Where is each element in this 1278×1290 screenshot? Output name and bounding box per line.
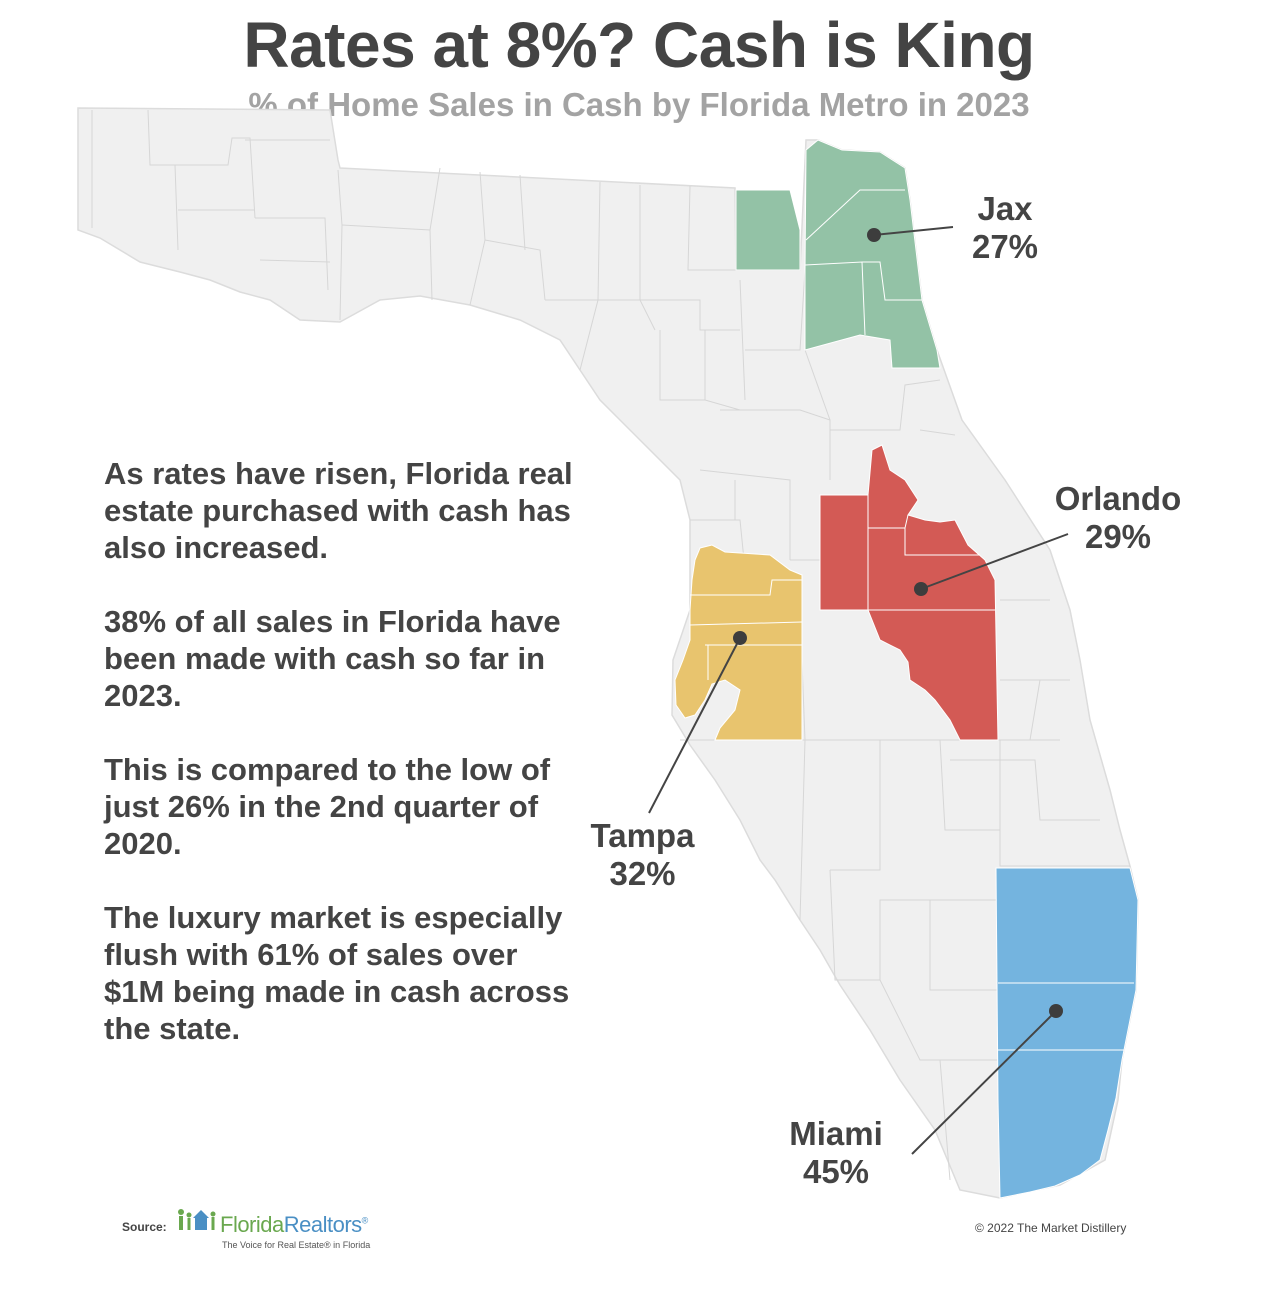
- jax-region[interactable]: [735, 189, 801, 271]
- jax-county-lines: [804, 189, 922, 336]
- body-paragraph-1: As rates have risen, Florida real estate…: [104, 456, 573, 565]
- orlando-region[interactable]: [819, 444, 999, 741]
- page-title: Rates at 8%? Cash is King: [243, 9, 1035, 81]
- florida-realtors-logo-text: FloridaRealtors®: [220, 1212, 368, 1238]
- jax-leader-line: [873, 226, 954, 236]
- orlando-dot: [914, 582, 928, 596]
- orlando-leader-line: [920, 533, 1069, 590]
- logo-text-first: Florida: [220, 1212, 284, 1237]
- miami-label: Miami 45%: [780, 1115, 892, 1191]
- logo-text-second: Realtors: [283, 1212, 362, 1237]
- tampa-leader-line: [648, 637, 741, 814]
- jax-value: 27%: [971, 228, 1039, 265]
- body-paragraph-2: 38% of all sales in Florida have been ma…: [104, 604, 561, 713]
- body-paragraph-4: The luxury market is especially flush wi…: [104, 900, 570, 1046]
- copyright-notice: © 2022 The Market Distillery: [975, 1221, 1127, 1235]
- tampa-name: Tampa: [590, 817, 695, 854]
- tampa-label: Tampa 32%: [580, 817, 705, 893]
- jax-name: Jax: [977, 190, 1033, 227]
- miami-county-lines: [998, 982, 1134, 1051]
- jax-label: Jax 27%: [955, 190, 1055, 266]
- orlando-value: 29%: [1084, 518, 1152, 555]
- orlando-label: Orlando 29%: [1048, 480, 1188, 556]
- source-label: Source:: [122, 1220, 167, 1234]
- tampa-county-lines: [689, 579, 803, 680]
- body-paragraph-3: This is compared to the low of just 26% …: [104, 752, 551, 861]
- miami-region[interactable]: [995, 867, 1139, 1199]
- logo-tagline: The Voice for Real Estate® in Florida: [222, 1240, 371, 1250]
- body-text: As rates have risen, Florida real estate…: [104, 455, 574, 1084]
- jax-region-east[interactable]: [804, 139, 941, 369]
- page-subtitle: % of Home Sales in Cash by Florida Metro…: [248, 86, 1030, 123]
- miami-name: Miami: [789, 1115, 883, 1152]
- miami-leader-line: [911, 1010, 1057, 1155]
- miami-value: 45%: [802, 1153, 870, 1190]
- metro-dots: [733, 228, 1063, 1018]
- jax-dot: [867, 228, 881, 242]
- miami-dot: [1049, 1004, 1063, 1018]
- florida-realtors-logo-icon: [178, 1209, 216, 1230]
- leader-lines: [648, 226, 1069, 1155]
- orlando-county-lines: [867, 495, 995, 611]
- orlando-name: Orlando: [1054, 480, 1182, 517]
- tampa-dot: [733, 631, 747, 645]
- tampa-value: 32%: [609, 855, 676, 892]
- logo-registered-mark: ®: [361, 1215, 369, 1226]
